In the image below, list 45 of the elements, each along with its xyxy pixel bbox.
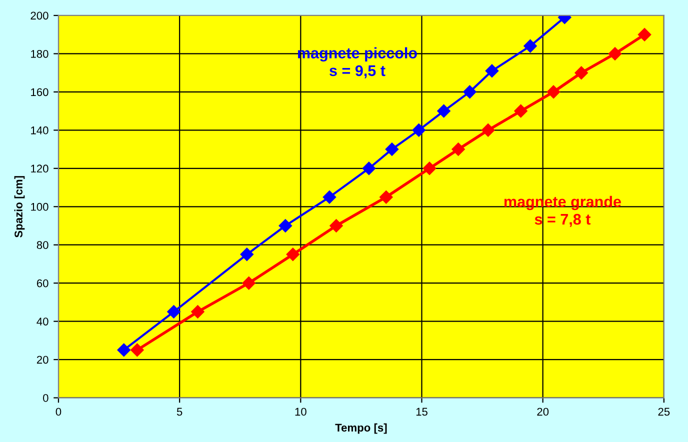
y-tick-label: 160: [31, 88, 48, 96]
point: [330, 219, 343, 232]
point: [278, 219, 292, 232]
point: [463, 85, 476, 99]
y-tick-label: 60: [36, 279, 48, 288]
x-tick-label: 25: [658, 408, 670, 416]
point: [485, 64, 499, 78]
x-tick-label: 15: [416, 408, 428, 416]
x-tick-label: 5: [176, 408, 182, 416]
x-tick-label: 10: [295, 408, 306, 416]
point: [608, 47, 622, 60]
y-axis-title: Spazio [cm]: [14, 176, 25, 238]
point: [380, 190, 393, 204]
point: [240, 248, 254, 262]
point: [482, 124, 495, 137]
point: [322, 190, 336, 204]
point: [514, 104, 528, 118]
point: [452, 142, 465, 156]
y-tick-label: 140: [31, 126, 48, 134]
y-tick-label: 120: [31, 164, 48, 173]
point: [167, 305, 180, 318]
point: [422, 162, 436, 175]
point: [117, 343, 130, 357]
y-tick-label: 200: [30, 12, 48, 20]
y-tick-label: 20: [36, 356, 48, 364]
point: [362, 162, 376, 175]
y-tick-label: 180: [31, 50, 48, 58]
point: [130, 343, 144, 357]
point: [412, 124, 426, 137]
x-tick-label: 20: [537, 408, 549, 416]
point: [638, 28, 652, 42]
x-axis-title: Tempo [s]: [335, 423, 387, 434]
y-tick-label: 40: [36, 318, 48, 326]
x-tick-label: 0: [56, 408, 62, 416]
point: [524, 39, 537, 53]
y-tick-label: 100: [31, 202, 48, 211]
point: [385, 142, 399, 156]
point: [437, 104, 450, 118]
y-tick-label: 80: [36, 241, 48, 250]
y-tick-label: 0: [43, 394, 48, 402]
point: [191, 305, 204, 318]
point: [286, 248, 300, 262]
point: [574, 66, 588, 80]
point: [546, 85, 560, 99]
point: [242, 276, 256, 290]
